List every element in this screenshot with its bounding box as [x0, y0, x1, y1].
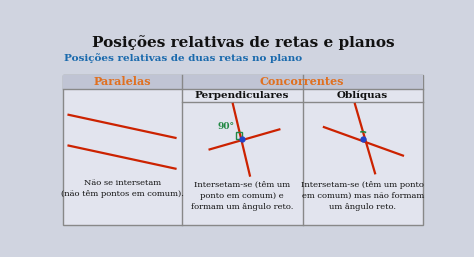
Text: Perpendiculares: Perpendiculares: [195, 91, 289, 100]
Text: Posições relativas de retas e planos: Posições relativas de retas e planos: [91, 35, 394, 50]
Bar: [63, 75, 423, 89]
Text: Paralelas: Paralelas: [93, 76, 151, 87]
Text: 90°: 90°: [218, 122, 235, 131]
Text: Não se intersetam
(não têm pontos em comum).: Não se intersetam (não têm pontos em com…: [61, 179, 184, 198]
Bar: [236, 132, 242, 139]
Text: Concorrentes: Concorrentes: [260, 76, 345, 87]
Bar: [63, 75, 423, 225]
Text: Oblíquas: Oblíquas: [337, 90, 388, 100]
Text: Intersetam-se (têm um ponto
em comum) mas não formam
um ângulo reto.: Intersetam-se (têm um ponto em comum) ma…: [301, 181, 424, 211]
Text: Posições relativas de duas retas no plano: Posições relativas de duas retas no plan…: [64, 53, 302, 63]
Text: Intersetam-se (têm um
ponto em comum) e
formam um ângulo reto.: Intersetam-se (têm um ponto em comum) e …: [191, 181, 293, 211]
